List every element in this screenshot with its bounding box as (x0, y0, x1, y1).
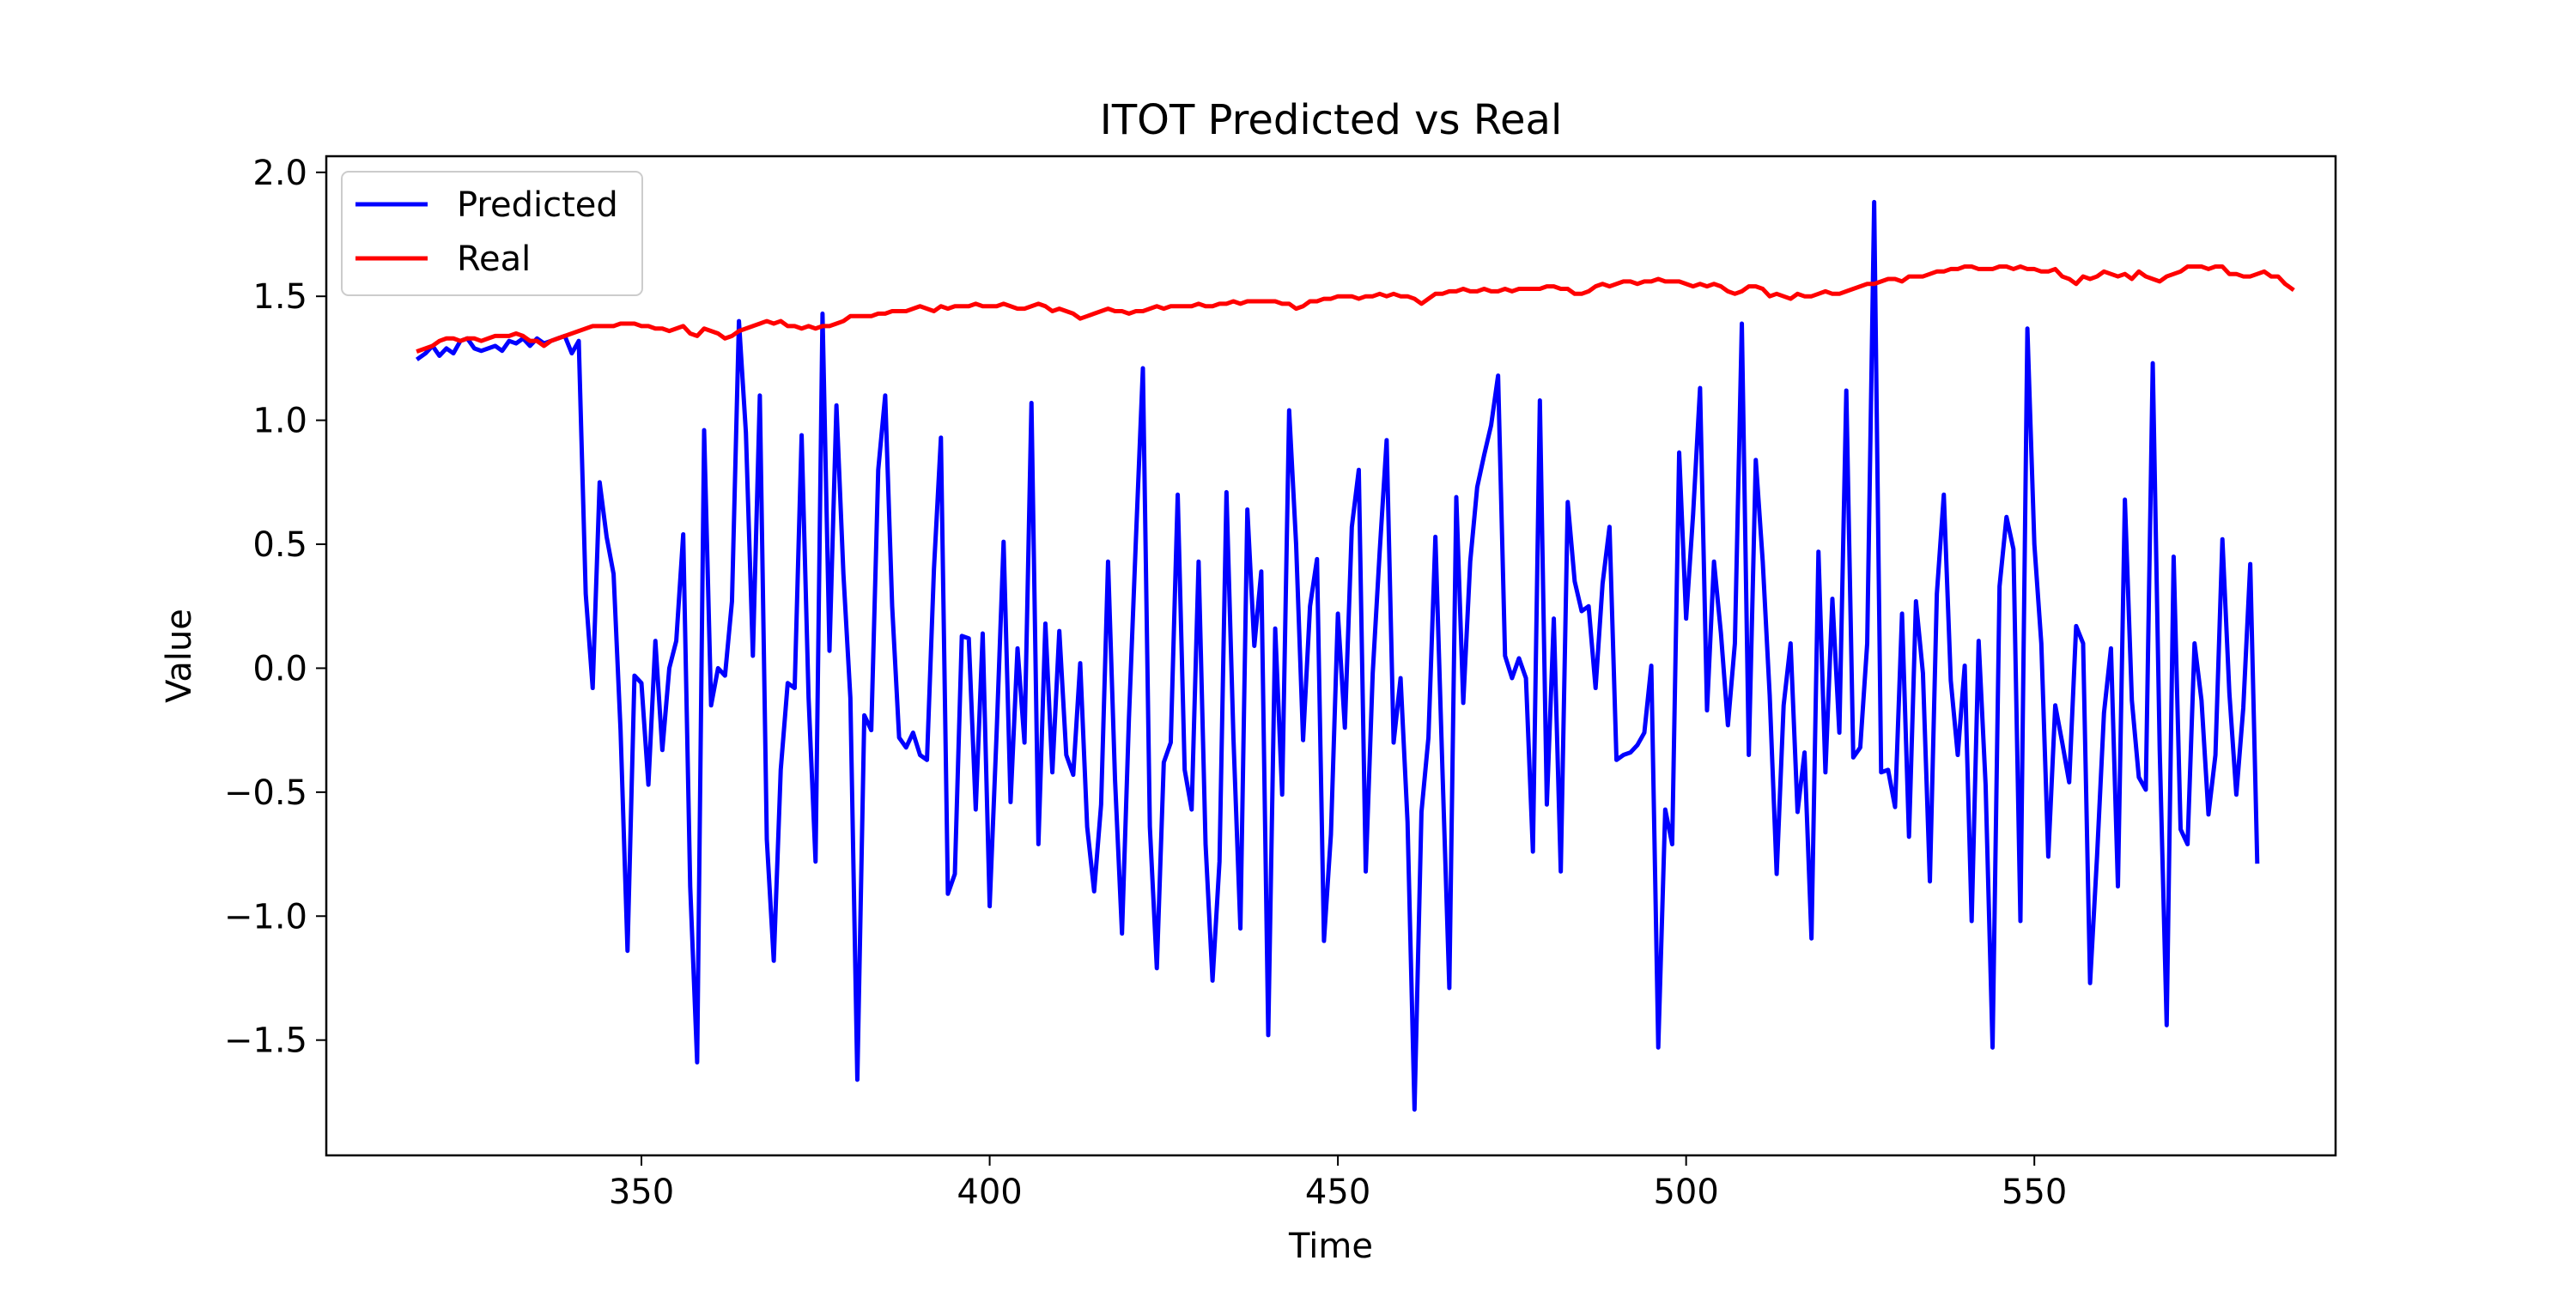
series-line-predicted (415, 199, 2260, 1112)
x-axis-ticks: 350 400 450 500 550 (609, 1155, 2067, 1212)
x-tick-label: 550 (2002, 1173, 2067, 1212)
x-tick-label: 400 (957, 1173, 1022, 1212)
x-axis-label: Time (1288, 1227, 1373, 1266)
y-tick-label: 1.5 (252, 277, 307, 317)
x-tick-label: 350 (609, 1173, 674, 1212)
y-tick-label: 0.5 (252, 525, 307, 565)
series-line-real (416, 264, 2295, 354)
y-tick-label: −0.5 (224, 773, 307, 813)
y-tick-label: −1.5 (224, 1021, 307, 1061)
y-tick-label: −1.0 (224, 897, 307, 936)
y-tick-label: 2.0 (252, 154, 307, 193)
x-tick-label: 500 (1653, 1173, 1718, 1212)
series-layer (415, 199, 2295, 1112)
chart-title: ITOT Predicted vs Real (1100, 96, 1563, 144)
y-tick-label: 1.0 (252, 402, 307, 441)
legend: Predicted Real (341, 171, 643, 296)
y-tick-label: 0.0 (252, 649, 307, 688)
legend-label-predicted: Predicted (457, 185, 618, 225)
x-tick-label: 450 (1305, 1173, 1370, 1212)
y-axis-ticks: −1.5 −1.0 −0.5 0.0 0.5 1.0 1.5 2.0 (224, 154, 326, 1061)
legend-label-real: Real (457, 239, 531, 279)
plot-frame (325, 155, 2337, 1157)
y-axis-label: Value (160, 609, 199, 703)
